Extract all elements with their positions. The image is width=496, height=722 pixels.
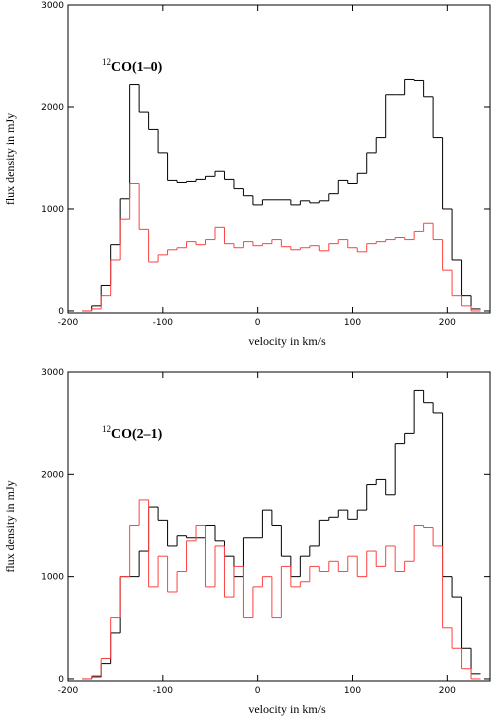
y-axis-label: flux density in mJy (3, 480, 17, 572)
annotation-text: CO(1–0) (111, 60, 163, 75)
x-tick-label: -100 (153, 686, 174, 696)
x-tick-label: 100 (344, 686, 361, 696)
x-tick-label: 100 (344, 318, 361, 328)
annotation: 12CO(1–0) (102, 57, 163, 75)
plot-frame (67, 4, 491, 314)
x-tick-label: -100 (153, 318, 174, 328)
x-tick-label: 0 (255, 318, 261, 328)
y-tick-label: 2000 (41, 103, 64, 113)
y-axis-label: flux density in mJy (3, 113, 17, 205)
annotation-isotope: 12 (102, 57, 111, 67)
x-axis-label: velocity in km/s (248, 702, 326, 716)
x-axis-label: velocity in km/s (248, 334, 326, 348)
annotation-isotope: 12 (102, 424, 111, 434)
x-tick-label: -200 (58, 686, 79, 696)
x-tick-label: 0 (255, 686, 261, 696)
y-tick-label: 1000 (41, 205, 64, 215)
y-tick-label: 1000 (41, 573, 64, 583)
annotation: 12CO(2–1) (102, 424, 163, 442)
y-tick-label: 3000 (41, 1, 64, 11)
x-tick-label: -200 (58, 318, 79, 328)
plot-frame (67, 371, 491, 682)
x-tick-label: 200 (439, 318, 456, 328)
y-tick-label: 0 (58, 675, 64, 685)
y-tick-label: 2000 (41, 470, 64, 480)
y-tick-label: 0 (58, 307, 64, 317)
annotation-text: CO(2–1) (111, 427, 163, 442)
y-tick-label: 3000 (41, 368, 64, 378)
x-tick-label: 200 (439, 686, 456, 696)
